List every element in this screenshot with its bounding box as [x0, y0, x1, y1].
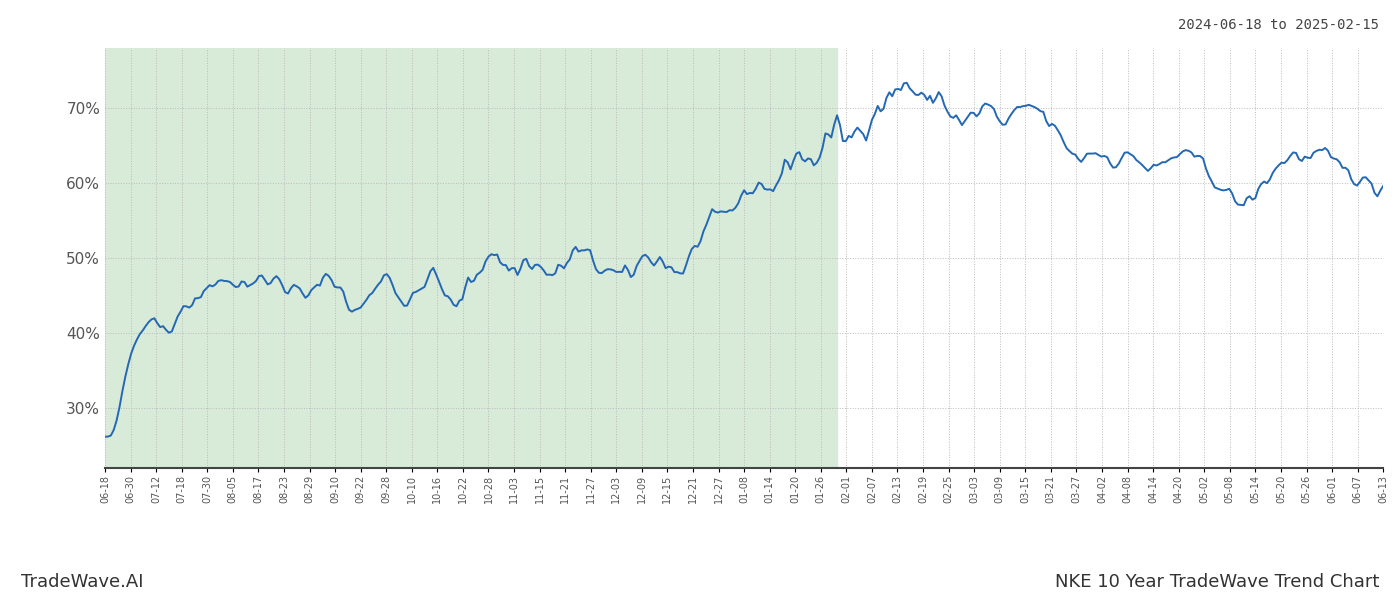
Bar: [105, 48, 837, 468]
Text: TradeWave.AI: TradeWave.AI: [21, 573, 143, 591]
Text: 2024-06-18 to 2025-02-15: 2024-06-18 to 2025-02-15: [1177, 18, 1379, 32]
Text: NKE 10 Year TradeWave Trend Chart: NKE 10 Year TradeWave Trend Chart: [1054, 573, 1379, 591]
